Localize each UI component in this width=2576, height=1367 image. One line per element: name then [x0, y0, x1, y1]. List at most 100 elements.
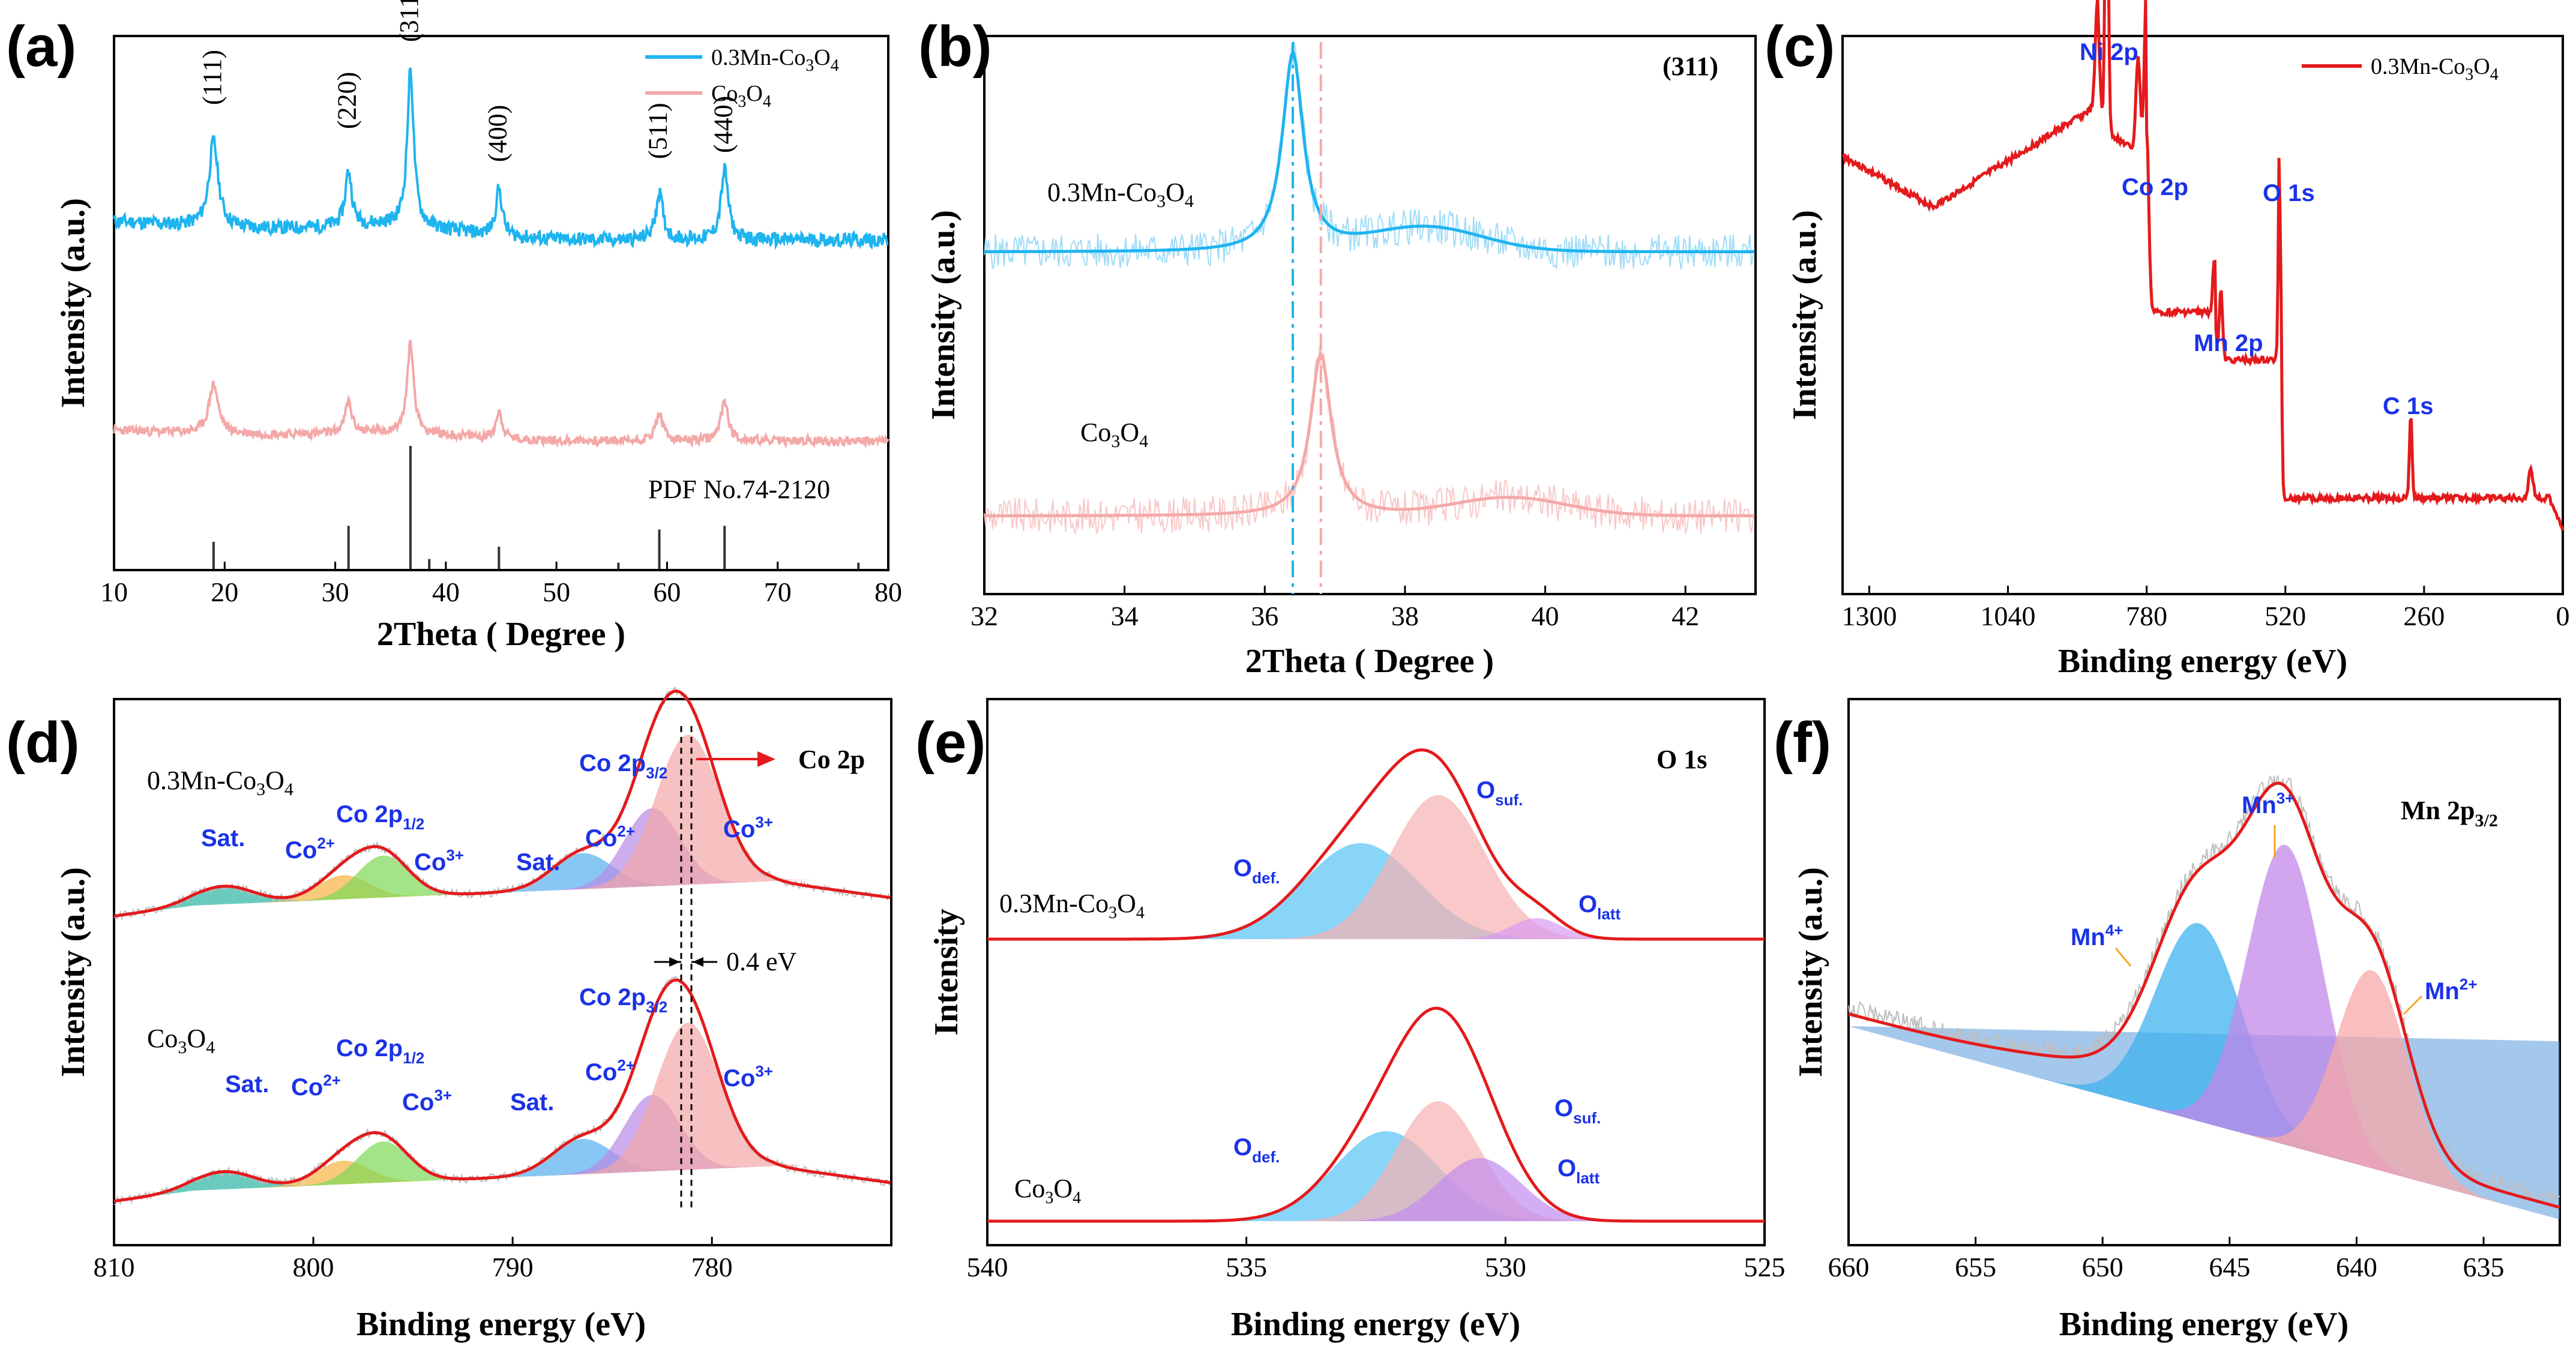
shift-label-d: 0.4 eV — [726, 947, 797, 976]
panel-b: (b) 0.3Mn-Co3O4 Co3O4 (311) 32 34 36 38 40 42… — [918, 14, 1757, 680]
fit-component-d-2-3 — [114, 1138, 891, 1201]
label-co3-upper-2: Co3+ — [723, 813, 773, 843]
peak-label-a-2: (311) — [394, 0, 424, 42]
x-tick-label-b-5: 42 — [1672, 601, 1699, 631]
label-osuf-lower: Osuf. — [1554, 1095, 1601, 1127]
x-tick-label-f-2: 650 — [2082, 1252, 2123, 1282]
label-osuf-upper: Osuf. — [1476, 777, 1523, 809]
panel-a: (a) (111) (220) (311) (400) (511) (440) 0.3Mn… — [6, 0, 902, 653]
plot-frame-d — [113, 698, 892, 1246]
label-co2-lower-2: Co2+ — [585, 1056, 635, 1086]
label-sat-lower-2: Sat. — [510, 1089, 554, 1116]
x-ticks-a: 10 20 30 40 50 60 70 80 — [100, 562, 902, 607]
fit-component-d-1-5 — [114, 735, 891, 916]
envelope-f — [1848, 781, 2560, 1209]
fit-components-d — [114, 735, 891, 1201]
envelope-co3o4-e — [987, 1006, 1765, 1223]
x-tick-label-d-0: 810 — [94, 1252, 135, 1282]
x-ticks-d: 810 800 790 780 — [94, 1237, 733, 1282]
peak-labels-a: (111) (220) (311) (400) (511) (440) — [197, 0, 738, 162]
x-tick-label-a-3: 40 — [432, 577, 460, 607]
label-sat-upper-1: Sat. — [201, 825, 245, 852]
sample-label-0.3mn-co3o4-e: 0.3Mn-Co3O4 — [999, 889, 1145, 922]
x-tick-label-f-1: 655 — [1955, 1252, 1996, 1282]
y-axis-title-d: Intensity (a.u.) — [55, 867, 92, 1077]
x-tick-label-f-5: 635 — [2463, 1252, 2505, 1282]
x-axis-title-d: Binding energy (eV) — [357, 1306, 646, 1343]
peak-label-c-3: Mn 2p — [2194, 330, 2263, 356]
label-co3-lower-2: Co3+ — [723, 1062, 773, 1092]
x-tick-label-a-2: 30 — [322, 577, 349, 607]
x-tick-label-f-3: 645 — [2209, 1252, 2250, 1282]
y-axis-title-e: Intensity — [928, 909, 965, 1036]
label-co2p32-lower: Co 2p3/2 — [579, 984, 667, 1016]
peak-label-c-0: Ni 2p — [2080, 39, 2138, 65]
x-axis-title-e: Binding energy (eV) — [1231, 1306, 1520, 1343]
legend-label-co-a: Co3O4 — [711, 81, 771, 111]
chart-title-f: Mn 2p3/2 — [2401, 796, 2498, 831]
legend-label-c: 0.3Mn-Co3O4 — [2371, 54, 2499, 84]
label-sat-upper-2: Sat. — [516, 849, 560, 876]
fit-component-f-0 — [1849, 923, 2560, 1219]
reference-pattern-a — [212, 446, 860, 569]
label-co2-lower-1: Co2+ — [291, 1071, 341, 1101]
x-tick-label-d-1: 800 — [293, 1252, 334, 1282]
x-tick-label-f-0: 660 — [1828, 1252, 1870, 1282]
x-tick-label-c-4: 260 — [2403, 601, 2445, 631]
reference-card-label-a: PDF No.74-2120 — [648, 475, 830, 504]
x-tick-label-b-0: 32 — [971, 601, 998, 631]
panel-label-f: (f) — [1774, 711, 1831, 775]
plot-frame-f — [1847, 698, 2561, 1246]
x-tick-label-a-0: 10 — [100, 577, 128, 607]
fit-component-d-1-0 — [114, 876, 891, 916]
x-tick-label-c-2: 780 — [2126, 601, 2167, 631]
x-tick-label-b-1: 34 — [1111, 601, 1139, 631]
y-axis-title-b: Intensity (a.u.) — [925, 210, 962, 420]
x-tick-label-c-3: 520 — [2265, 601, 2306, 631]
x-tick-label-b-4: 40 — [1532, 601, 1559, 631]
peak-label-a-5: (440) — [708, 96, 738, 153]
label-sat-lower-1: Sat. — [225, 1071, 269, 1098]
x-axis-title-c: Binding energy (eV) — [2058, 643, 2347, 680]
plot-frame-a — [113, 35, 889, 571]
x-tick-label-c-5: 0 — [2556, 601, 2570, 631]
fit-component-e-2-1 — [987, 1101, 1765, 1221]
x-tick-label-b-2: 36 — [1251, 601, 1278, 631]
label-mn3: Mn3+ — [2242, 789, 2294, 819]
y-axis-title-a: Intensity (a.u.) — [55, 198, 92, 408]
peak-label-c-1: Co 2p — [2122, 174, 2188, 200]
sample-label-co3o4-e: Co3O4 — [1014, 1174, 1081, 1207]
x-axis-title-a: 2Theta ( Degree ) — [377, 616, 625, 653]
panel-label-a: (a) — [6, 14, 76, 79]
sample-label-co3o4-b: Co3O4 — [1080, 418, 1148, 451]
label-odef-upper: Odef. — [1233, 855, 1280, 887]
peak-label-a-4: (511) — [643, 103, 673, 159]
plane-label-311-b: (311) — [1663, 52, 1718, 81]
peak-label-a-0: (111) — [197, 50, 227, 105]
fit-component-e-1-1 — [987, 795, 1765, 939]
panel-d: (d) 0.4 eV Co 2p 0.3Mn-Co3O4 Co3O4 Sat. … — [6, 687, 892, 1343]
x-tick-label-a-5: 60 — [653, 577, 681, 607]
label-co2p32-upper: Co 2p3/2 — [579, 750, 667, 782]
chart-title-d: Co 2p — [798, 745, 865, 774]
panel-label-b: (b) — [918, 14, 992, 79]
label-odef-lower: Odef. — [1233, 1134, 1280, 1166]
label-co2-upper-1: Co2+ — [285, 834, 335, 864]
label-olatt-upper: Olatt — [1578, 891, 1621, 923]
x-tick-label-e-0: 540 — [967, 1252, 1008, 1282]
x-tick-label-d-3: 780 — [691, 1252, 733, 1282]
panel-label-c: (c) — [1765, 14, 1835, 79]
fit-component-d-1-3 — [114, 853, 891, 916]
x-ticks-f: 660 655 650 645 640 635 — [1828, 1237, 2505, 1282]
x-tick-label-d-2: 790 — [492, 1252, 534, 1282]
x-ticks-c: 1300 1040 780 520 260 0 — [1841, 586, 2570, 631]
peak-label-a-3: (400) — [483, 105, 512, 162]
x-tick-label-f-4: 640 — [2336, 1252, 2377, 1282]
y-axis-title-f: Intensity (a.u.) — [1792, 867, 1829, 1077]
plot-frame-e — [986, 698, 1766, 1246]
panel-label-e: (e) — [915, 711, 986, 775]
pointer-mn2 — [2403, 995, 2423, 1015]
peak-label-c-4: C 1s — [2383, 393, 2434, 419]
peak-label-a-1: (220) — [333, 72, 362, 129]
